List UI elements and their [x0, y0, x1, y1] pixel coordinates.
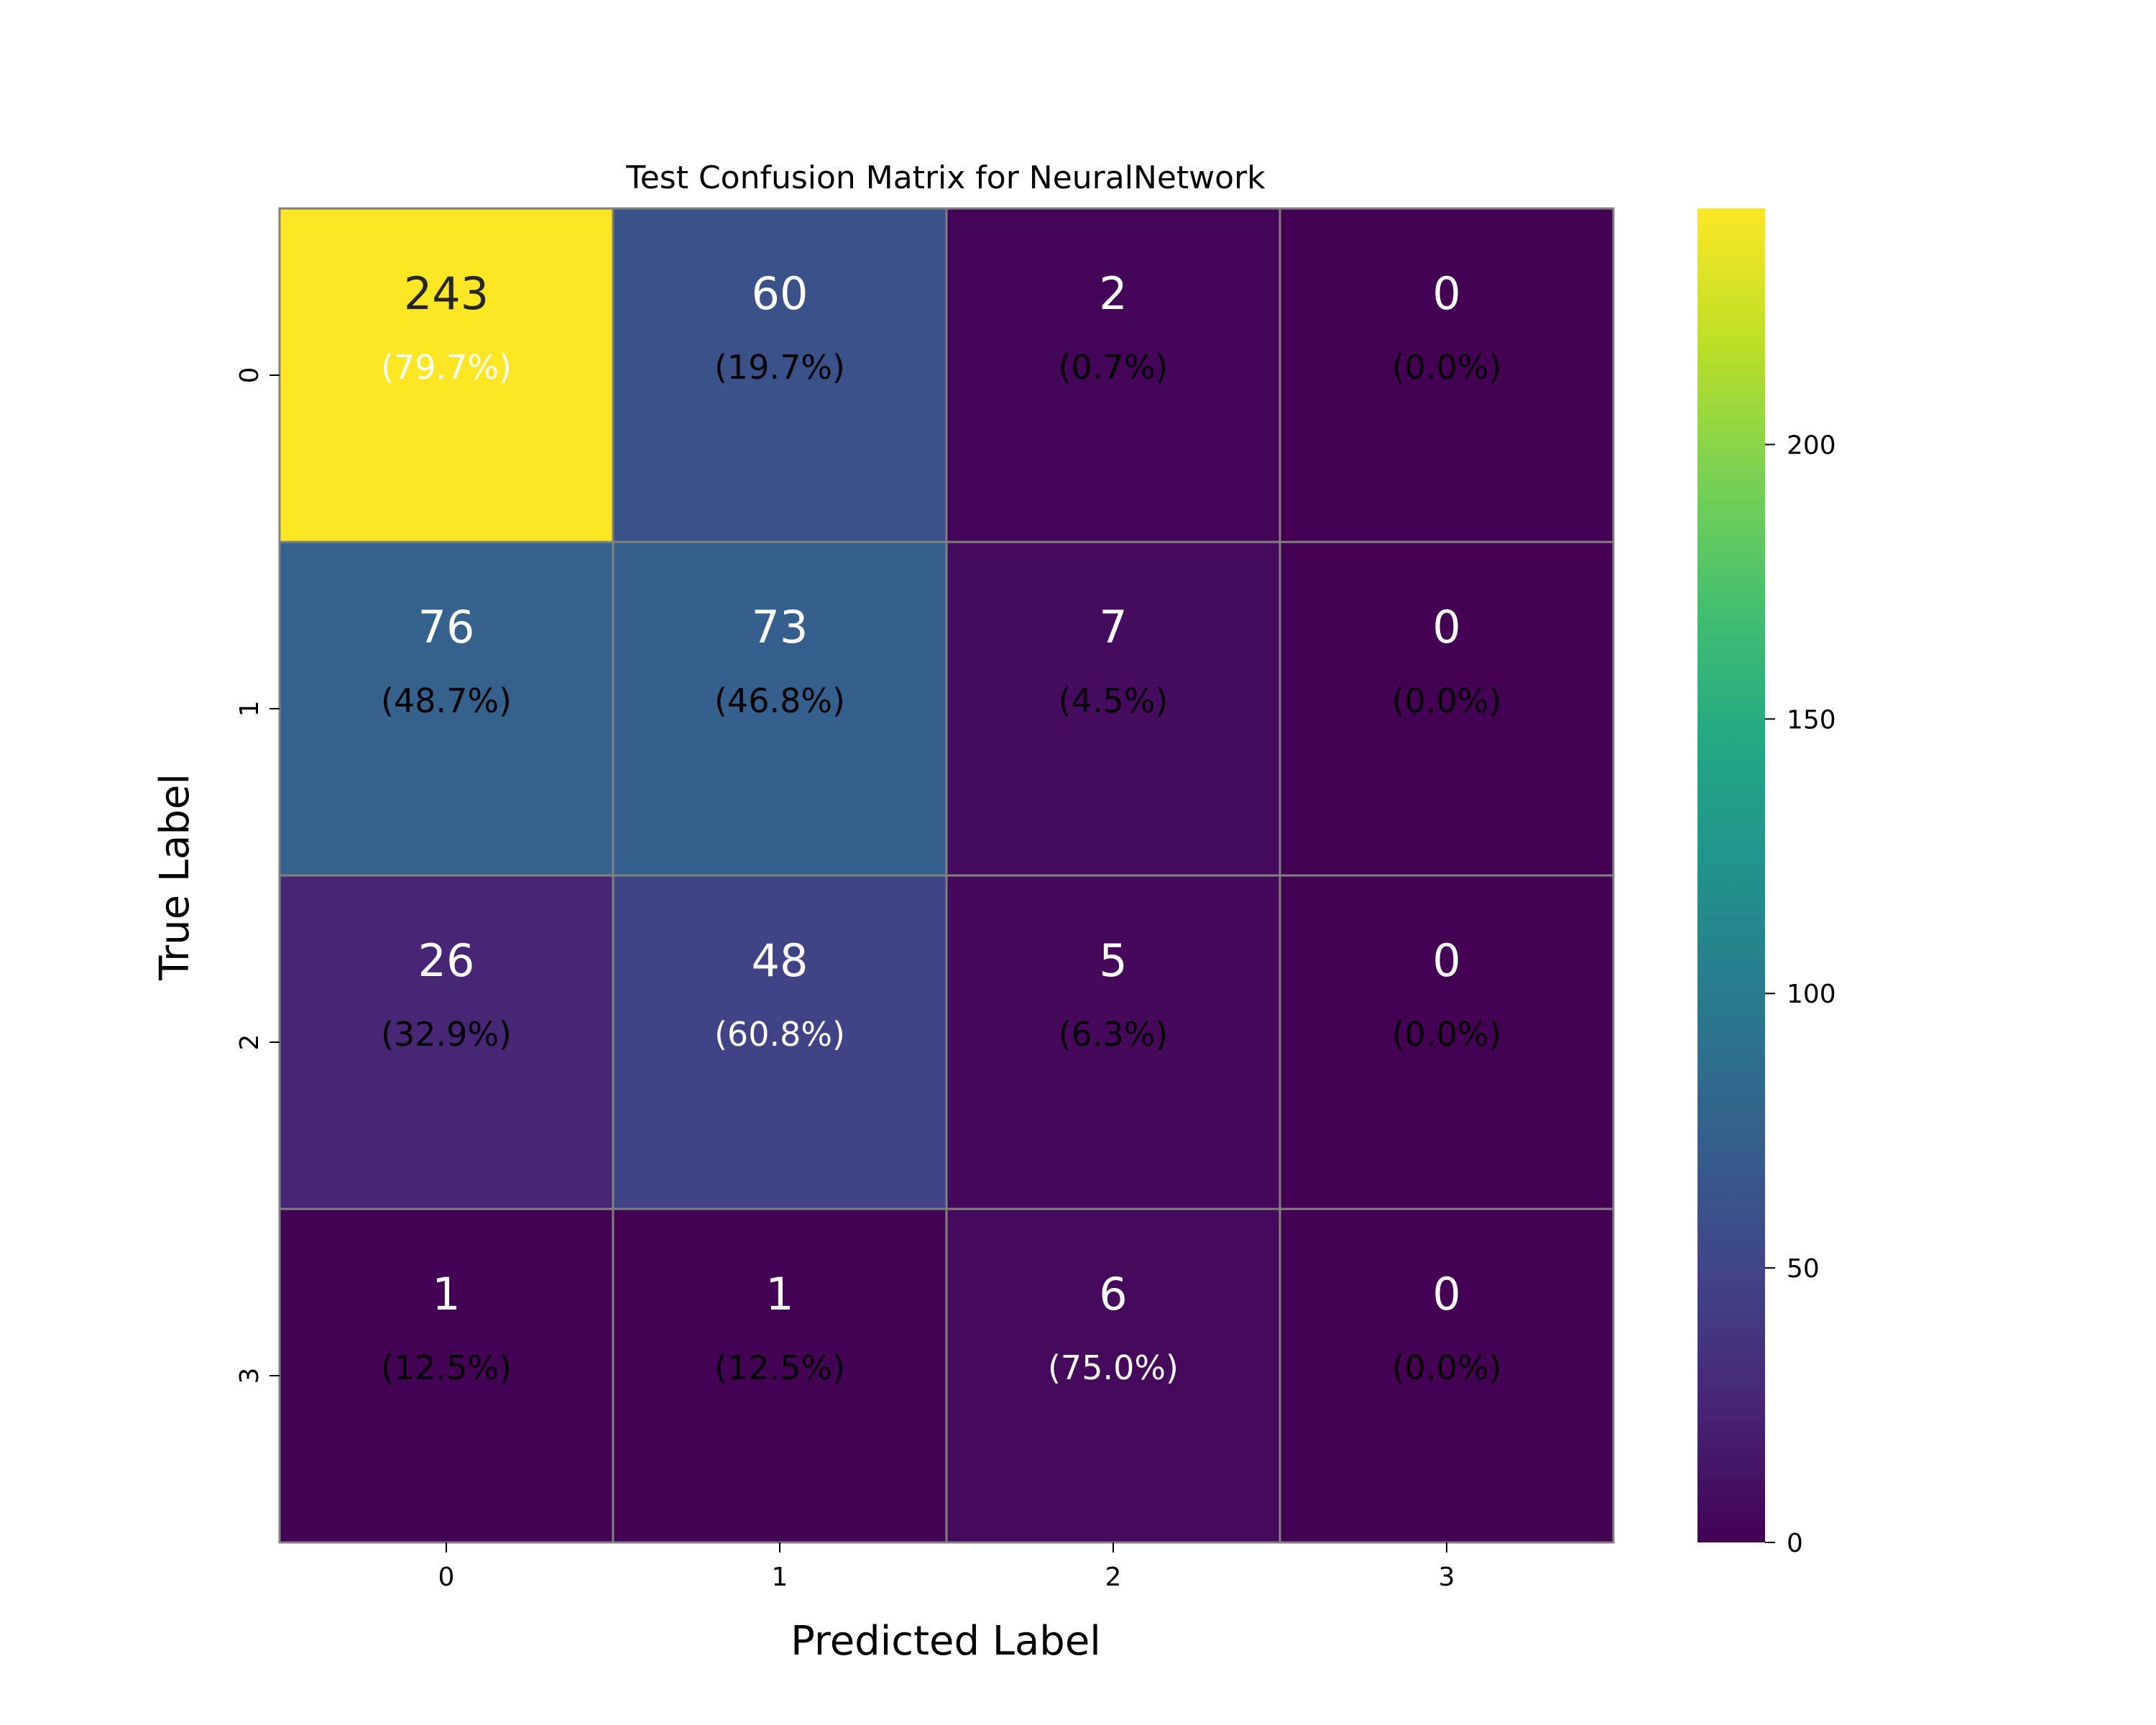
heatmap-cell — [612, 874, 948, 1210]
cell-count-label: 26 — [418, 934, 475, 987]
y-tick-label: 2 — [235, 1034, 264, 1051]
x-tick-label: 2 — [1105, 1563, 1122, 1592]
cell-count-label: 0 — [1432, 267, 1460, 320]
heatmap-cell — [945, 1208, 1281, 1544]
cell-count-label: 1 — [765, 1268, 793, 1320]
heatmap-cell — [1279, 874, 1615, 1210]
heatmap-cell — [1279, 540, 1615, 877]
heatmap-cell — [612, 1208, 948, 1544]
cell-percent-label: (0.0%) — [1392, 681, 1502, 720]
y-axis-label: True Label — [152, 773, 198, 981]
cell-count-label: 60 — [752, 267, 808, 320]
colorbar-ticks: 0 50 100 150 200 — [1765, 431, 1836, 1558]
cell-count-label: 0 — [1432, 1268, 1460, 1320]
cell-percent-label: (48.7%) — [381, 681, 512, 720]
heatmap-cell — [945, 540, 1281, 877]
colorbar-tick-label: 150 — [1787, 705, 1836, 735]
cell-count-label: 2 — [1099, 267, 1127, 320]
cell-percent-label: (6.3%) — [1059, 1015, 1169, 1054]
heatmap-cell — [278, 1208, 614, 1544]
colorbar-tick-label: 0 — [1787, 1529, 1803, 1558]
cell-percent-label: (0.0%) — [1392, 348, 1502, 387]
cell-percent-label: (0.7%) — [1059, 348, 1169, 387]
heatmap-cell — [1279, 1208, 1615, 1544]
y-tick-label: 3 — [235, 1368, 264, 1384]
cell-percent-label: (46.8%) — [714, 681, 845, 720]
cell-count-label: 1 — [432, 1268, 460, 1320]
cell-count-label: 73 — [752, 601, 808, 653]
x-tick-label: 1 — [772, 1563, 788, 1592]
y-axis-ticks: 0 1 2 3 — [235, 367, 280, 1384]
cell-count-label: 5 — [1099, 934, 1127, 987]
cell-percent-label: (4.5%) — [1059, 681, 1169, 720]
y-tick-label: 0 — [235, 367, 264, 384]
cell-count-label: 0 — [1432, 601, 1460, 653]
y-tick-label: 1 — [235, 701, 264, 717]
cell-count-label: 48 — [752, 934, 808, 987]
cell-count-label: 0 — [1432, 934, 1460, 987]
cell-percent-label: (75.0%) — [1048, 1348, 1179, 1387]
cell-percent-label: (0.0%) — [1392, 1015, 1502, 1054]
cell-percent-label: (12.5%) — [714, 1348, 845, 1387]
cell-count-label: 6 — [1099, 1268, 1127, 1320]
cell-percent-label: (79.7%) — [381, 348, 512, 387]
heatmap-cell — [945, 207, 1281, 543]
cell-count-label: 76 — [418, 601, 475, 653]
x-axis-ticks: 0 1 2 3 — [438, 1542, 1455, 1592]
chart-title: Test Confusion Matrix for NeuralNetwork — [625, 160, 1266, 196]
cell-percent-label: (60.8%) — [714, 1015, 845, 1054]
x-tick-label: 0 — [438, 1563, 455, 1592]
cell-count-label: 7 — [1099, 601, 1127, 653]
colorbar-tick-label: 50 — [1787, 1254, 1820, 1284]
heatmap-cell — [612, 540, 948, 877]
colorbar-tick-label: 200 — [1787, 431, 1836, 460]
x-axis-label: Predicted Label — [791, 1618, 1101, 1665]
cell-percent-label: (32.9%) — [381, 1015, 512, 1054]
heatmap-cell — [1279, 207, 1615, 543]
heatmap-cell — [278, 540, 614, 877]
heatmap-cells: 243(79.7%)60(19.7%)2(0.7%)0(0.0%)76(48.7… — [278, 207, 1615, 1544]
cell-percent-label: (0.0%) — [1392, 1348, 1502, 1387]
colorbar-tick-label: 100 — [1787, 980, 1836, 1009]
x-tick-label: 3 — [1439, 1563, 1455, 1592]
cell-percent-label: (19.7%) — [714, 348, 845, 387]
heatmap-cell — [612, 207, 948, 543]
cell-percent-label: (12.5%) — [381, 1348, 512, 1387]
cell-count-label: 243 — [404, 267, 489, 320]
heatmap-cell — [278, 207, 614, 543]
colorbar: 0 50 100 150 200 — [1697, 208, 1836, 1558]
colorbar-gradient — [1697, 208, 1765, 1542]
